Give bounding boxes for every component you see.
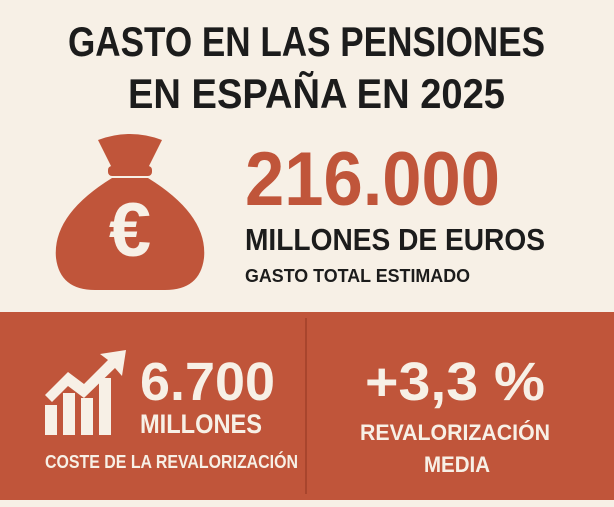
main-unit: MILLONES DE EUROS [245, 222, 545, 257]
money-bag-icon: € [55, 134, 205, 290]
stat-value: 6.700 [140, 352, 275, 412]
stat-caption: MEDIA [424, 452, 490, 477]
stat-caption: COSTE DE LA REVALORIZACIÓN [45, 451, 298, 472]
title-line: GASTO EN LAS PENSIONES [68, 18, 545, 65]
title-line: EN ESPAÑA EN 2025 [128, 70, 505, 117]
growth-chart-icon [45, 350, 126, 435]
stat-value: +3,3 % [365, 352, 545, 412]
main-caption: GASTO TOTAL ESTIMADO [245, 266, 470, 286]
main-value: 216.000 [245, 137, 500, 222]
stat-caption: REVALORIZACIÓN [360, 420, 550, 445]
stat-unit: MILLONES [140, 409, 262, 439]
bag-symbol: € [109, 188, 151, 273]
